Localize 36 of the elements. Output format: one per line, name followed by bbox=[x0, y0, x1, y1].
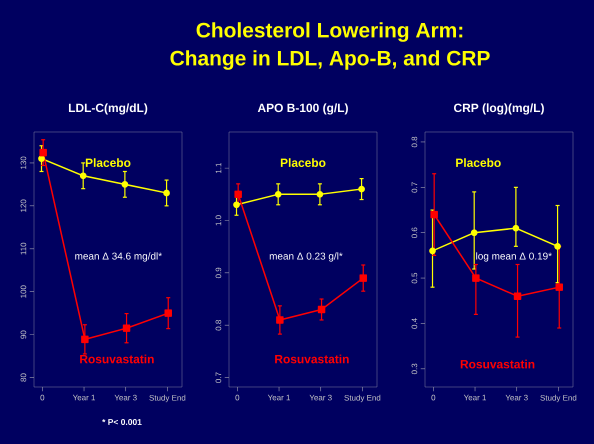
point bbox=[80, 172, 87, 180]
point bbox=[39, 148, 47, 156]
point bbox=[360, 274, 367, 282]
point bbox=[38, 155, 45, 162]
text: Placebo bbox=[456, 158, 501, 167]
point bbox=[514, 292, 522, 300]
point bbox=[122, 324, 130, 332]
text: Cholesterol Lowering Arm: bbox=[196, 22, 462, 42]
point bbox=[81, 336, 89, 344]
text: * P< 0.001 bbox=[102, 419, 142, 425]
point bbox=[430, 210, 438, 218]
annotation: log mean Δ 0.19* bbox=[476, 252, 552, 262]
text: Change in LDL, Apo-B, and CRP bbox=[170, 50, 490, 70]
chart-title: APO B-100 (g/L) bbox=[258, 103, 348, 115]
point bbox=[556, 283, 563, 291]
text: Rosuvastatin bbox=[460, 360, 534, 368]
point bbox=[358, 186, 365, 192]
point bbox=[163, 190, 170, 196]
annotation: mean Δ 34.6 mg/dl* bbox=[75, 252, 162, 262]
chart-title: CRP (log)(mg/L) bbox=[454, 103, 544, 115]
chart-title: LDL-C(mg/dL) bbox=[68, 103, 148, 115]
point bbox=[234, 190, 242, 198]
point bbox=[512, 224, 520, 232]
point bbox=[470, 229, 478, 236]
point bbox=[316, 190, 324, 198]
point bbox=[318, 306, 326, 314]
point bbox=[122, 181, 128, 188]
text: Rosuvastatin bbox=[275, 354, 349, 364]
point bbox=[276, 316, 284, 324]
point bbox=[472, 274, 480, 282]
series-label: Placebo bbox=[86, 158, 130, 167]
annotation: mean Δ 0.23 g/l* bbox=[270, 252, 343, 262]
point bbox=[274, 190, 282, 198]
series-label: Rosuvastatin bbox=[80, 354, 154, 364]
point bbox=[164, 309, 172, 317]
text: Placebo bbox=[280, 158, 326, 167]
